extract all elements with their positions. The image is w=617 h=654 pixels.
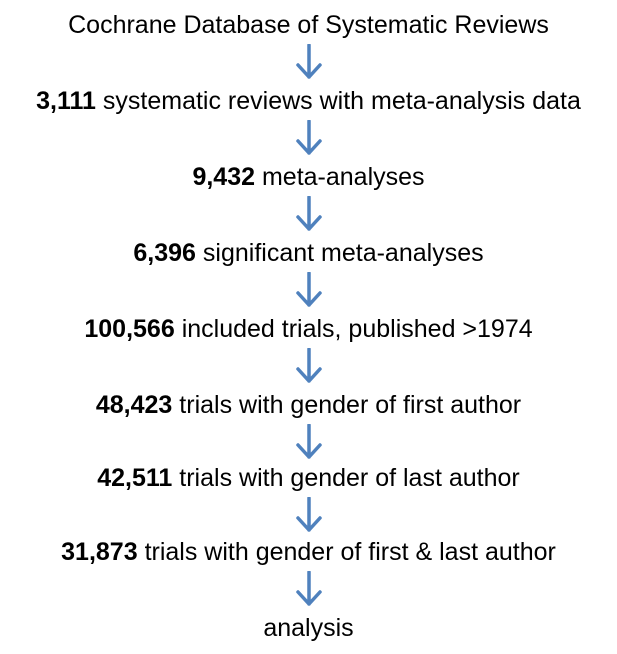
step-label: included trials, published >1974: [181, 315, 533, 343]
step-analysis: analysis: [0, 613, 617, 643]
step-label: systematic reviews with meta-analysis da…: [102, 87, 581, 115]
arrow-down-icon: [296, 424, 322, 459]
step-meta-analyses: 9,432 meta-analyses: [0, 162, 617, 192]
step-count: 48,423: [95, 391, 173, 419]
step-count: 6,396: [133, 239, 196, 267]
arrow-down-icon: [296, 497, 322, 532]
step-label: meta-analyses: [261, 163, 425, 191]
step-first-author-gender: 48,423 trials with gender of first autho…: [0, 390, 617, 420]
arrow-down-icon: [296, 196, 322, 231]
step-count: 31,873: [61, 538, 138, 566]
step-label: trials with gender of first & last autho…: [144, 538, 556, 566]
step-systematic-reviews: 3,111 systematic reviews with meta-analy…: [0, 86, 617, 116]
arrow-down-icon: [296, 348, 322, 383]
step-count: 9,432: [192, 163, 256, 191]
step-count: 42,511: [97, 464, 173, 492]
step-first-and-last-author-gender: 31,873 trials with gender of first & las…: [0, 537, 617, 567]
step-source-database: Cochrane Database of Systematic Reviews: [0, 10, 617, 40]
step-label: analysis: [263, 614, 354, 642]
step-included-trials: 100,566 included trials, published >1974: [0, 314, 617, 344]
arrow-down-icon: [296, 44, 322, 79]
arrow-down-icon: [296, 571, 322, 606]
step-significant-meta-analyses: 6,396 significant meta-analyses: [0, 238, 617, 268]
arrow-down-icon: [296, 120, 322, 155]
arrow-down-icon: [296, 272, 322, 307]
step-label: Cochrane Database of Systematic Reviews: [68, 11, 549, 39]
step-label: trials with gender of first author: [179, 391, 522, 419]
step-count: 100,566: [84, 315, 175, 343]
step-label: trials with gender of last author: [179, 464, 520, 492]
step-label: significant meta-analyses: [202, 239, 484, 267]
step-count: 3,111: [36, 87, 96, 115]
step-last-author-gender: 42,511 trials with gender of last author: [0, 463, 617, 493]
